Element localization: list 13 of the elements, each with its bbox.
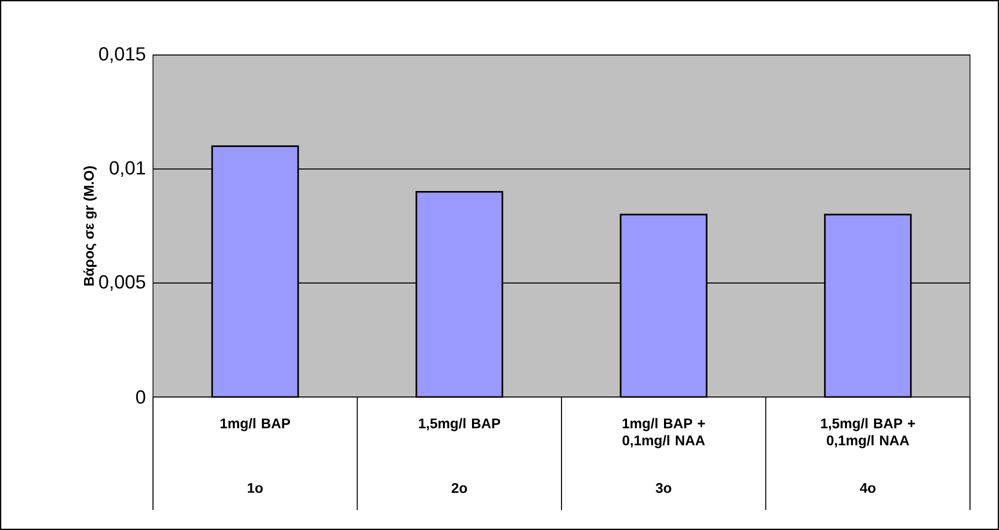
x-tick-label: 1mg/l BAP: [220, 418, 290, 432]
y-tick-label: 0,005: [99, 275, 146, 291]
y-tick-label: 0,01: [110, 161, 145, 177]
x-tick-label: 1mg/l BAP + 0,1mg/l NAA: [622, 418, 705, 448]
y-tick-label: 0,015: [99, 47, 146, 63]
x-tick-label: 1,5mg/l BAP: [419, 418, 500, 432]
text: 3o: [656, 483, 672, 493]
x-tick-label: 1,5mg/l BAP + 0,1mg/l NAA: [821, 418, 915, 448]
text: 1o: [248, 483, 263, 493]
y-axis-title: Βάρος σε gr (M.O): [83, 166, 97, 286]
text: 2o: [452, 483, 467, 493]
text: 4o: [860, 483, 876, 493]
y-tick-label: 0: [136, 390, 146, 404]
